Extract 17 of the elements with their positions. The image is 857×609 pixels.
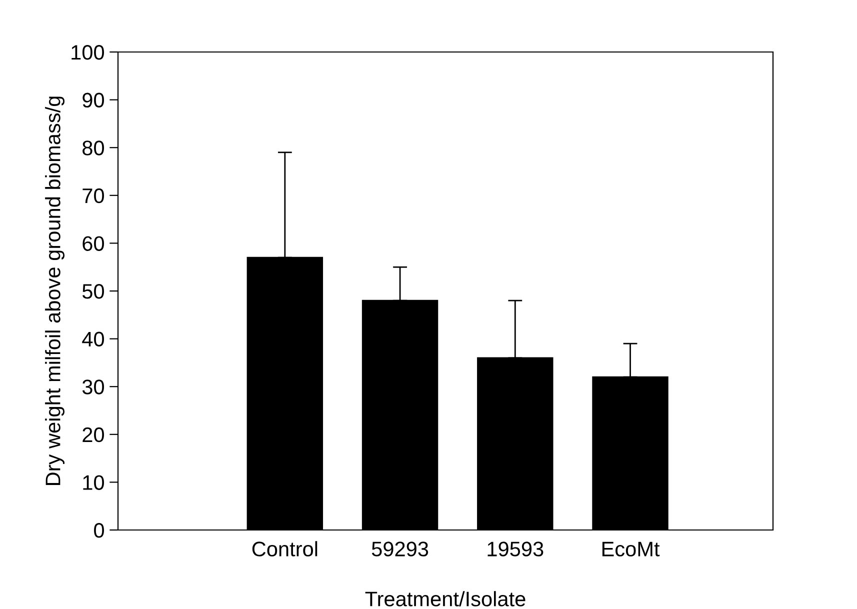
- y-tick-label: 50: [82, 284, 104, 299]
- x-tick-label: Control: [252, 541, 318, 556]
- y-tick-label: 30: [82, 380, 104, 394]
- y-axis-title: Dry weight milfoil above ground biomass/g: [45, 96, 64, 485]
- y-tick-label: 100: [72, 45, 104, 60]
- x-tick-label: 59293: [372, 542, 428, 556]
- y-tick-label: 0: [94, 523, 104, 538]
- x-axis-title: Treatment/Isolate: [365, 591, 526, 606]
- y-tick-label: 70: [82, 188, 104, 204]
- x-tick-label: EcoMt: [602, 542, 660, 556]
- y-tick-label: 40: [82, 332, 104, 347]
- y-tick-label: 10: [83, 475, 104, 490]
- y-tick-label: 60: [82, 236, 104, 251]
- y-tick-label: 90: [82, 92, 104, 108]
- y-tick-label: 80: [82, 140, 104, 156]
- x-tick-label: 19593: [488, 542, 544, 556]
- y-tick-label: 20: [82, 427, 104, 442]
